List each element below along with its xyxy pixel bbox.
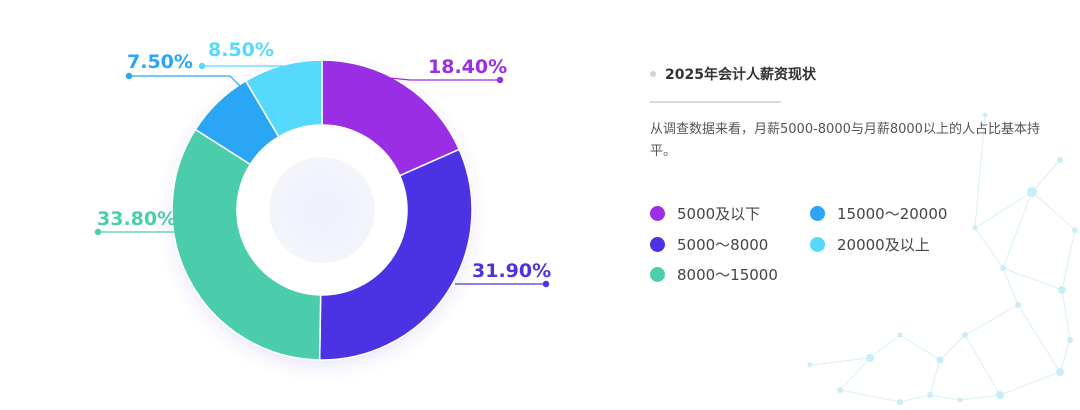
network-link [1002, 191, 1033, 269]
legend-swatch [650, 237, 665, 252]
network-node [1067, 337, 1073, 343]
legend-swatch [810, 206, 825, 221]
network-link [974, 114, 986, 229]
leader-dot [198, 62, 206, 70]
network-node [972, 225, 978, 231]
title-divider [650, 101, 781, 103]
slice-percent-label: 18.40% [428, 56, 507, 78]
network-node [996, 391, 1004, 399]
donut-chart: 18.40% 31.90% 33.80% 7.50% 8.50% [94, 39, 551, 361]
legend-swatch [650, 206, 665, 221]
network-link [1017, 304, 1061, 373]
network-node [982, 112, 988, 118]
legend-label: 5000～8000 [677, 236, 769, 254]
network-node [897, 399, 903, 405]
network-node [1072, 227, 1078, 233]
legend-item-5000-below: 5000及以下 [650, 203, 760, 224]
network-link [869, 334, 901, 359]
network-node [1027, 187, 1037, 197]
network-link [839, 389, 901, 403]
network-node [962, 332, 968, 338]
network-link [964, 334, 1001, 396]
donut-inner-disc [269, 157, 375, 263]
legend-item-8000-15000: 8000～15000 [650, 264, 778, 285]
network-node [936, 356, 944, 364]
network-link [939, 334, 966, 361]
network-node [957, 397, 963, 403]
chart-title: 2025年会计人薪资现状 [665, 67, 816, 83]
network-link [959, 394, 1001, 401]
legend-swatch [650, 267, 665, 282]
network-link [899, 394, 931, 403]
network-link [809, 357, 871, 366]
network-link [1031, 191, 1076, 231]
description: 从调查数据来看，月薪5000-8000与月薪8000以上的人占比基本持平。 [650, 122, 1040, 159]
leader-dot [496, 76, 504, 84]
network-node [1058, 286, 1066, 294]
network-link [1061, 229, 1076, 291]
network-node [866, 354, 874, 362]
network-link [1002, 267, 1063, 291]
legend-item-15000-20000: 15000～20000 [810, 203, 947, 224]
leader-line [129, 75, 249, 95]
slice-percent-label: 7.50% [127, 51, 193, 73]
network-link [929, 394, 961, 401]
network-node [1000, 265, 1006, 271]
leader-dot [125, 72, 133, 80]
legend-label: 20000及以上 [837, 236, 930, 254]
leader-dot [94, 228, 102, 236]
legend-swatch [810, 237, 825, 252]
title-bullet [650, 71, 656, 77]
network-node [897, 332, 903, 338]
legend-label: 15000～20000 [837, 205, 948, 223]
network-link [1059, 339, 1071, 373]
slice-percent-label: 31.90% [472, 260, 551, 282]
network-link [999, 371, 1061, 396]
network-link [974, 191, 1033, 229]
network-link [1061, 289, 1071, 341]
info-panel: 2025年会计人薪资现状 从调查数据来看，月薪5000-8000与月薪8000以… [650, 60, 1050, 163]
network-node [807, 362, 813, 368]
network-link [929, 359, 941, 396]
network-link [1031, 159, 1061, 193]
legend-label: 8000～15000 [677, 266, 778, 284]
legend-item-5000-8000: 5000～8000 [650, 234, 768, 255]
slice-percent-label: 33.80% [97, 208, 176, 230]
network-link [974, 227, 1004, 269]
network-node [1056, 368, 1064, 376]
network-link [899, 334, 941, 361]
network-link [964, 304, 1019, 336]
network-node [927, 392, 933, 398]
network-link [839, 357, 871, 391]
legend-label: 5000及以下 [677, 205, 761, 223]
leader-line [389, 77, 500, 81]
network-node [1057, 157, 1063, 163]
leader-dot [542, 280, 550, 288]
network-node [837, 387, 843, 393]
legend-item-20000-above: 20000及以上 [810, 234, 930, 255]
slice-percent-label: 8.50% [208, 39, 274, 61]
title-row: 2025年会计人薪资现状 [650, 60, 1050, 88]
network-node [1015, 302, 1021, 308]
network-link [1002, 267, 1019, 306]
